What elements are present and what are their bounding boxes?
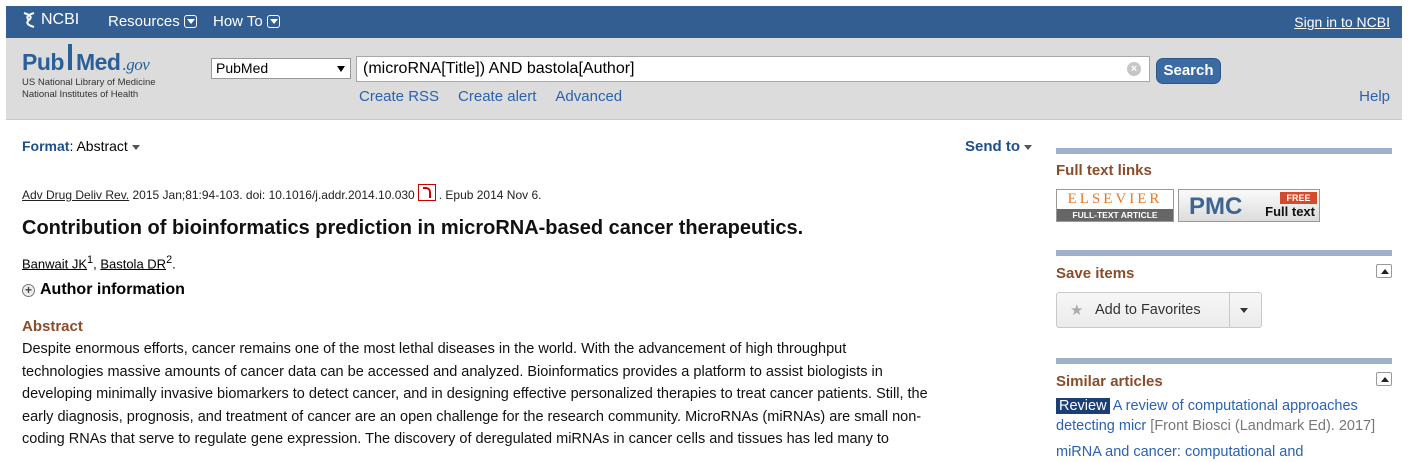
how-to-label: How To [213, 13, 263, 30]
save-items-title: Save items [1056, 265, 1135, 282]
pubmed-wordmark: Pub Med .gov [22, 44, 156, 76]
panel-divider [1056, 358, 1392, 364]
chevron-down-icon [183, 15, 197, 28]
format-selector[interactable]: Format: Abstract [22, 138, 140, 154]
abstract-line: early diagnosis, prognosis, and treatmen… [22, 408, 922, 425]
similar-article-title-cont[interactable]: detecting micr [1056, 418, 1147, 434]
search-input[interactable]: (microRNA[Title]) AND bastola[Author] × [356, 56, 1150, 82]
elsevier-link[interactable]: ELSEVIER FULL-TEXT ARTICLE [1056, 189, 1174, 222]
send-to-menu[interactable]: Send to [965, 138, 1032, 155]
abstract-line: technologies massive amounts of cancer d… [22, 363, 883, 380]
pubmed-logo[interactable]: Pub Med .gov US National Library of Medi… [22, 44, 156, 100]
search-query-text: (microRNA[Title]) AND bastola[Author] [363, 60, 635, 77]
ncbi-helix-icon [23, 12, 35, 28]
format-colon: : [69, 138, 74, 154]
panel-divider [1056, 148, 1392, 154]
pubmed-book-icon [67, 44, 72, 70]
author-link[interactable]: Bastola DR [100, 256, 167, 272]
dropdown-arrow-icon [337, 66, 345, 72]
format-label: Format [22, 138, 70, 154]
similar-article-source: [Front Biosci (Landmark Ed). 2017] [1146, 418, 1376, 434]
create-rss-link[interactable]: Create RSS [359, 88, 440, 105]
author-separator: . [172, 256, 176, 272]
collapse-save-items-button[interactable] [1376, 264, 1392, 278]
chevron-down-icon[interactable] [1240, 308, 1248, 313]
ncbi-logo[interactable]: NCBI [22, 11, 79, 29]
database-select-value: PubMed [216, 60, 269, 76]
add-to-favorites-button[interactable]: ★ Add to Favorites [1056, 292, 1262, 328]
collapse-similar-articles-button[interactable] [1376, 372, 1392, 386]
abstract-line: developing minimally invasive biomarkers… [22, 386, 928, 402]
expand-plus-icon: + [22, 283, 35, 297]
add-to-favorites-label: Add to Favorites [1095, 302, 1201, 318]
database-select[interactable]: PubMed [211, 58, 351, 79]
search-links: Create RSS Create alert Advanced [359, 88, 622, 105]
author-link[interactable]: Banwait JK [22, 256, 88, 272]
article-title: Contribution of bioinformatics predictio… [22, 217, 804, 239]
full-text-icon[interactable] [417, 184, 436, 201]
epub-date: . Epub 2014 Nov 6. [438, 187, 542, 202]
journal-link[interactable]: Adv Drug Deliv Rev. [22, 187, 130, 202]
clear-icon[interactable]: × [1127, 62, 1141, 76]
elsevier-logo: ELSEVIER [1067, 191, 1163, 207]
create-alert-link[interactable]: Create alert [458, 88, 537, 105]
nih-caption: National Institutes of Health [22, 89, 139, 100]
free-badge: FREE [1280, 192, 1317, 204]
star-icon: ★ [1070, 302, 1084, 319]
review-badge: Review [1056, 398, 1110, 414]
help-link[interactable]: Help [1359, 88, 1390, 105]
nlm-caption: US National Library of Medicine [22, 77, 156, 88]
logo-gov: .gov [122, 55, 150, 74]
abstract-line: Despite enormous efforts, cancer remains… [22, 341, 847, 357]
full-text-links-title: Full text links [1056, 162, 1152, 179]
pubmed-search-bar: Pub Med .gov US National Library of Medi… [6, 38, 1402, 120]
pmc-link[interactable]: PMC FREE Full text [1178, 189, 1320, 222]
full-text-logos: ELSEVIER FULL-TEXT ARTICLE PMC FREE Full… [1056, 189, 1392, 222]
resources-label: Resources [108, 13, 180, 30]
similar-article-title[interactable]: A review of computational approaches [1109, 398, 1358, 414]
search-button[interactable]: Search [1156, 58, 1221, 84]
chevron-down-icon [266, 15, 280, 28]
similar-articles-title: Similar articles [1056, 373, 1163, 390]
author-information-toggle[interactable]: + Author information [22, 281, 185, 299]
caret-down-icon [1024, 144, 1032, 150]
ncbi-header: NCBI Resources How To Sign in to NCBI [6, 6, 1402, 38]
full-text-panel: Full text links ELSEVIER FULL-TEXT ARTIC… [1056, 148, 1392, 222]
logo-pub: Pub [22, 49, 64, 75]
author-affiliation-number[interactable]: 2 [166, 254, 173, 266]
similar-article-item[interactable]: Review A review of computational approac… [1056, 396, 1392, 436]
author-list: Banwait JK1, Bastola DR2. [22, 254, 176, 271]
pmc-logo: PMC [1189, 193, 1243, 220]
author-information-label: Author information [40, 281, 185, 298]
author-separator: , [93, 256, 101, 272]
ncbi-logo-text: NCBI [41, 11, 80, 28]
pmc-full-text-label: Full text [1265, 204, 1315, 219]
similar-article-title[interactable]: miRNA and cancer: computational and [1056, 444, 1304, 460]
send-to-label: Send to [965, 138, 1020, 155]
advanced-link[interactable]: Advanced [555, 88, 623, 105]
similar-articles-panel: Similar articles Review A review of comp… [1056, 358, 1392, 462]
abstract-line: coding RNAs that serve to regulate gene … [22, 431, 889, 447]
abstract-text: Despite enormous efforts, cancer remains… [22, 338, 1032, 451]
how-to-menu[interactable]: How To [213, 13, 280, 30]
panel-divider [1056, 250, 1392, 256]
author-affiliation-number[interactable]: 1 [87, 254, 94, 266]
abstract-heading: Abstract [22, 318, 83, 335]
save-items-panel: Save items ★ Add to Favorites [1056, 250, 1392, 328]
similar-article-item[interactable]: miRNA and cancer: computational and [1056, 442, 1392, 462]
logo-med: Med [75, 49, 121, 75]
caret-down-icon [131, 144, 140, 150]
sign-in-link[interactable]: Sign in to NCBI [1294, 14, 1390, 30]
citation-line: Adv Drug Deliv Rev. 2015 Jan;81:94-103. … [22, 184, 542, 203]
resources-menu[interactable]: Resources [108, 13, 197, 30]
format-value: Abstract [76, 138, 128, 154]
right-sidebar: Full text links ELSEVIER FULL-TEXT ARTIC… [1056, 148, 1392, 462]
citation-details: 2015 Jan;81:94-103. doi: 10.1016/j.addr.… [129, 187, 415, 202]
button-separator [1229, 293, 1230, 327]
elsevier-caption: FULL-TEXT ARTICLE [1057, 209, 1173, 221]
